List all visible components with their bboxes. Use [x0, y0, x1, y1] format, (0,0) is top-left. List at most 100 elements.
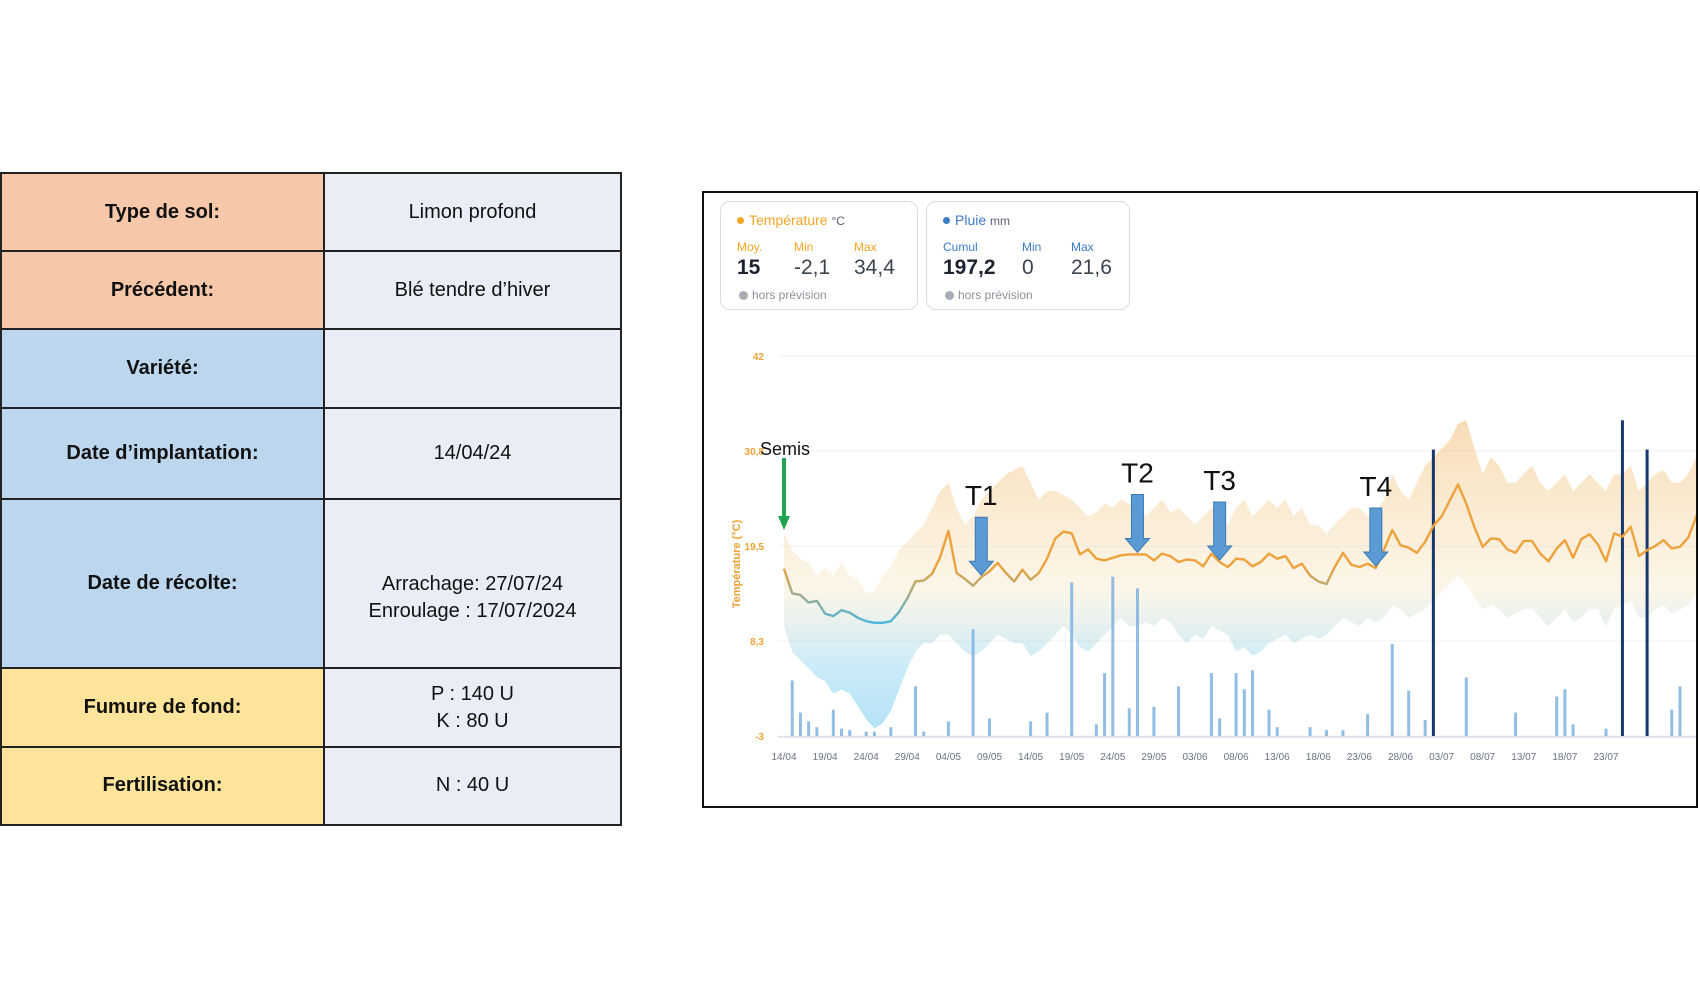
rain-bar	[1464, 677, 1468, 736]
planting-date-value: 14/04/24	[323, 406, 622, 500]
rain-cumul-label: Cumul	[943, 240, 978, 254]
t4-label: T4	[1359, 471, 1392, 502]
harvest-windrowing-date: Enroulage : 17/07/2024	[368, 599, 577, 622]
rain-bar	[864, 731, 868, 736]
table-row: Date d’implantation: 14/04/24	[0, 406, 622, 500]
crop-info-table: Type de sol: Limon profond Précédent: Bl…	[0, 171, 622, 827]
temperature-mean-value: 15	[737, 256, 761, 279]
base-fertilizer-value: P : 140 U K : 80 U	[323, 667, 622, 748]
rain-bar	[1127, 708, 1131, 736]
x-tick-label: 04/05	[936, 752, 961, 763]
variety-value	[323, 328, 622, 409]
x-tick-label: 29/04	[895, 752, 920, 763]
rain-bar	[1094, 724, 1098, 736]
weather-chart-panel: Température °C Moy. 15 Min -2,1 Max 34,4…	[702, 191, 1698, 808]
temperature-min-value: -2,1	[794, 256, 831, 279]
rain-bar	[1407, 690, 1411, 736]
x-tick-label: 14/04	[771, 752, 796, 763]
previous-crop-value: Blé tendre d’hiver	[323, 250, 622, 331]
harvest-date-value: Arrachage: 27/07/24 Enroulage : 17/07/20…	[323, 497, 622, 670]
temperature-max-stat: Max 34,4	[854, 240, 895, 280]
rain-bar	[889, 727, 893, 736]
rain-bar	[1218, 718, 1222, 736]
previous-crop-label: Précédent:	[0, 250, 325, 331]
x-tick-label: 23/07	[1593, 752, 1618, 763]
temperature-max-value: 34,4	[854, 256, 895, 279]
x-tick-label: 29/05	[1141, 752, 1166, 763]
rain-bar	[831, 709, 835, 736]
rain-bar	[872, 731, 876, 736]
fertilization-value: N : 40 U	[323, 745, 622, 827]
rain-bar	[1431, 449, 1435, 736]
temperature-mean-label: Moy.	[737, 240, 763, 254]
variety-label: Variété:	[0, 328, 325, 409]
semis-label: Semis	[760, 439, 810, 459]
rain-bar	[1571, 724, 1575, 736]
rain-bar	[790, 680, 794, 736]
x-tick-label: 19/04	[813, 752, 838, 763]
planting-date-label: Date d’implantation:	[0, 406, 325, 500]
rain-bar	[946, 721, 950, 736]
harvest-date-label: Date de récolte:	[0, 497, 325, 670]
x-tick-label: 19/05	[1059, 752, 1084, 763]
table-row: Type de sol: Limon profond	[0, 171, 622, 253]
temperature-min-label: Min	[794, 240, 814, 254]
x-tick-label: 08/07	[1470, 752, 1495, 763]
rain-footer: hors prévision	[945, 288, 1033, 302]
rain-bar	[922, 731, 926, 736]
temperature-footer: hors prévision	[739, 288, 827, 302]
rain-bar	[1242, 689, 1246, 736]
rain-bar	[1251, 670, 1255, 736]
rain-bar	[1177, 686, 1181, 736]
rain-bar	[1308, 727, 1312, 736]
temperature-unit: °C	[831, 214, 845, 228]
temperature-dot-icon	[737, 217, 744, 224]
rain-footer-text: hors prévision	[958, 288, 1033, 302]
rain-card-title: Pluie mm	[943, 212, 1010, 228]
x-tick-label: 28/06	[1388, 752, 1413, 763]
t3-label: T3	[1203, 465, 1236, 496]
y-left-tick-label: 42	[753, 352, 765, 363]
rain-bar	[1103, 673, 1107, 736]
y-left-tick-label: 30,8	[745, 447, 765, 458]
x-tick-label: 13/06	[1265, 752, 1290, 763]
t1-label: T1	[965, 480, 998, 511]
rain-card[interactable]: Pluie mm Cumul 197,2 Min 0 Max 21,6 hors…	[926, 201, 1130, 310]
rain-max-label: Max	[1071, 240, 1094, 254]
t2-label: T2	[1121, 457, 1154, 488]
table-row: Variété:	[0, 328, 622, 409]
y-left-tick-label: 19,5	[745, 542, 765, 553]
rain-bar	[807, 721, 811, 736]
rain-bar	[1267, 709, 1271, 736]
rain-min-value: 0	[1022, 256, 1034, 279]
rain-min-stat: Min 0	[1022, 240, 1041, 280]
base-fertilizer-p: P : 140 U	[430, 682, 515, 705]
rain-bar	[1670, 709, 1674, 736]
x-tick-label: 03/06	[1182, 752, 1207, 763]
t2-arrow	[1124, 493, 1151, 554]
rain-bar	[1563, 689, 1567, 736]
temperature-footer-text: hors prévision	[752, 288, 827, 302]
rain-bar	[1029, 721, 1033, 736]
temperature-card-title: Température °C	[737, 212, 845, 228]
rain-min-label: Min	[1022, 240, 1042, 254]
y-left-tick-label: -3	[755, 732, 764, 743]
x-tick-label: 24/05	[1100, 752, 1125, 763]
x-tick-label: 08/06	[1224, 752, 1249, 763]
rain-bar	[1366, 714, 1370, 736]
rain-bar	[1325, 730, 1329, 736]
rain-bar	[1678, 686, 1682, 736]
harvest-uprooting-date: Arrachage: 27/07/24	[381, 572, 564, 595]
x-tick-label: 18/06	[1306, 752, 1331, 763]
info-dot-icon	[945, 291, 954, 300]
semis-arrow-head	[778, 516, 790, 530]
temperature-card[interactable]: Température °C Moy. 15 Min -2,1 Max 34,4…	[720, 201, 918, 310]
rain-bar	[1390, 643, 1394, 736]
t3-arrow	[1206, 501, 1233, 561]
rain-max-value: 21,6	[1071, 256, 1112, 279]
rain-dot-icon	[943, 217, 950, 224]
rain-bar	[914, 686, 918, 736]
rain-bar	[1423, 719, 1427, 736]
temperature-title: Température	[749, 212, 828, 228]
base-fertilizer-label: Fumure de fond:	[0, 667, 325, 748]
